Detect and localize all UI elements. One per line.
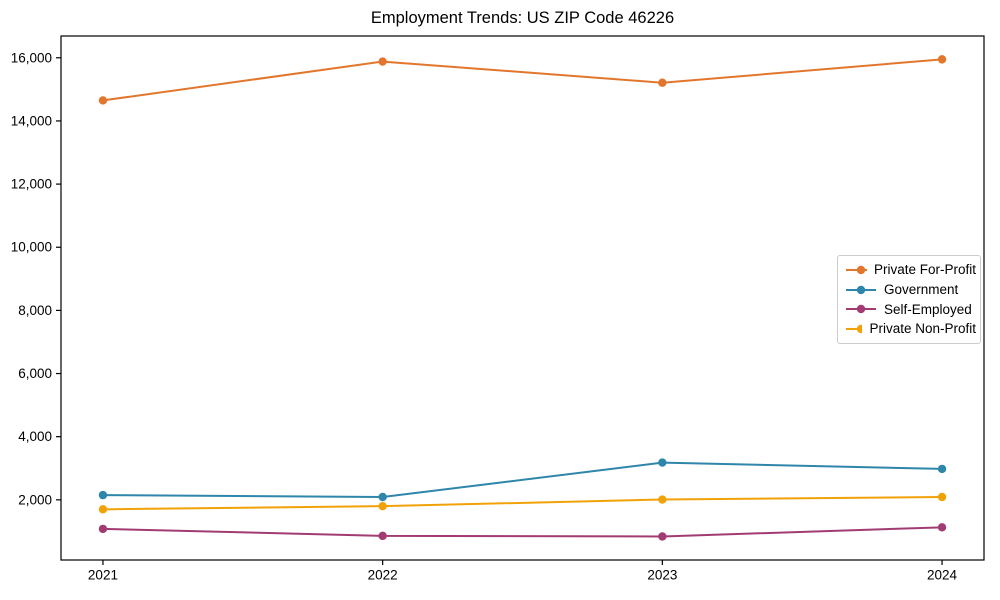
y-axis-tick-label: 6,000 xyxy=(18,366,52,381)
legend-label: Self-Employed xyxy=(884,301,972,317)
plot-border xyxy=(60,35,985,561)
x-axis-tick-label: 2021 xyxy=(88,568,118,583)
legend-marker-icon xyxy=(846,285,876,294)
legend-marker-icon xyxy=(846,265,867,275)
y-axis-tick-label: 8,000 xyxy=(18,303,52,318)
series-line-private-for-profit xyxy=(102,58,943,102)
y-axis-tick-label: 16,000 xyxy=(11,50,52,65)
legend-item: Private Non-Profit xyxy=(845,322,976,336)
y-axis-tick-label: 4,000 xyxy=(18,429,52,444)
legend-label: Government xyxy=(884,281,959,297)
x-axis-tick-label: 2023 xyxy=(647,568,677,583)
legend-item: Private For-Profit xyxy=(845,263,976,277)
data-point-marker xyxy=(378,57,387,66)
data-point-marker xyxy=(98,524,108,534)
data-point-marker xyxy=(378,531,387,541)
data-point-marker xyxy=(937,55,947,64)
data-point-marker xyxy=(98,96,108,105)
data-point-marker xyxy=(658,458,667,467)
legend-label: Private Non-Profit xyxy=(869,321,976,337)
legend-label: Private For-Profit xyxy=(873,262,976,278)
data-point-marker xyxy=(378,492,387,502)
series-line-government xyxy=(102,461,943,499)
data-point-marker xyxy=(98,505,108,514)
data-point-marker xyxy=(98,490,108,500)
chart-title: Employment Trends: US ZIP Code 46226 xyxy=(370,9,675,27)
data-point-marker xyxy=(658,532,667,541)
y-axis-tick-label: 14,000 xyxy=(11,113,52,128)
legend-item: Self-Employed xyxy=(845,303,976,317)
data-point-marker xyxy=(937,492,947,502)
y-axis-tick-label: 10,000 xyxy=(11,240,52,255)
legend-marker-icon xyxy=(846,305,876,314)
y-axis-tick-label: 12,000 xyxy=(11,177,52,192)
data-point-marker xyxy=(937,464,947,474)
data-point-marker xyxy=(658,78,667,87)
data-point-marker xyxy=(937,523,947,532)
data-point-marker xyxy=(658,495,667,504)
y-axis-tick-label: 2,000 xyxy=(18,492,52,507)
legend-marker-icon xyxy=(846,324,863,334)
x-axis-tick-label: 2022 xyxy=(368,568,398,583)
series-line-self-employed xyxy=(102,526,943,538)
legend-item: Government xyxy=(845,283,976,297)
series-line-private-non-profit xyxy=(102,496,943,511)
x-axis-tick-label: 2024 xyxy=(927,568,958,583)
legend: Private For-Profit Government Self-Employe… xyxy=(837,255,981,344)
data-point-marker xyxy=(378,501,387,511)
